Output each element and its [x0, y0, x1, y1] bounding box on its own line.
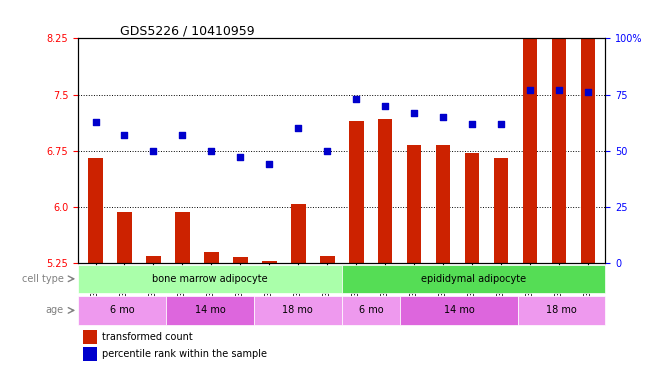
Text: epididymal adipocyte: epididymal adipocyte — [421, 274, 526, 284]
Text: percentile rank within the sample: percentile rank within the sample — [102, 349, 267, 359]
Point — [438, 114, 449, 120]
Point — [119, 132, 130, 138]
Point — [148, 147, 159, 154]
FancyBboxPatch shape — [342, 296, 400, 324]
Bar — [581, 35, 595, 384]
Bar — [378, 119, 393, 384]
Point — [264, 161, 275, 167]
Bar — [494, 158, 508, 384]
Point — [90, 118, 101, 124]
FancyBboxPatch shape — [342, 265, 605, 293]
Bar — [349, 121, 363, 384]
Point — [409, 109, 419, 116]
Bar — [523, 16, 537, 384]
Text: 14 mo: 14 mo — [443, 305, 475, 315]
Point — [554, 87, 564, 93]
Bar — [262, 261, 277, 384]
Bar — [204, 252, 219, 384]
Text: cell type: cell type — [21, 274, 63, 284]
Bar — [146, 255, 161, 384]
Text: transformed count: transformed count — [102, 332, 193, 342]
Text: 18 mo: 18 mo — [546, 305, 577, 315]
Bar — [436, 146, 450, 384]
Text: 6 mo: 6 mo — [110, 305, 134, 315]
FancyBboxPatch shape — [78, 296, 166, 324]
Point — [351, 96, 361, 102]
Bar — [320, 255, 335, 384]
Bar — [83, 330, 96, 344]
Text: 14 mo: 14 mo — [195, 305, 225, 315]
Text: bone marrow adipocyte: bone marrow adipocyte — [152, 274, 268, 284]
Bar — [407, 146, 421, 384]
Point — [177, 132, 187, 138]
Point — [235, 154, 245, 161]
Text: age: age — [46, 305, 63, 315]
Bar — [175, 212, 189, 384]
Point — [206, 147, 217, 154]
Point — [525, 87, 535, 93]
Point — [380, 103, 391, 109]
Bar — [552, 31, 566, 384]
Bar — [291, 204, 305, 384]
FancyBboxPatch shape — [78, 265, 342, 293]
Bar — [233, 257, 247, 384]
FancyBboxPatch shape — [166, 296, 254, 324]
Bar — [117, 212, 132, 384]
Bar — [465, 153, 479, 384]
Point — [293, 125, 303, 131]
FancyBboxPatch shape — [518, 296, 605, 324]
Bar — [83, 348, 96, 361]
FancyBboxPatch shape — [254, 296, 342, 324]
Point — [467, 121, 477, 127]
Text: GDS5226 / 10410959: GDS5226 / 10410959 — [120, 24, 255, 37]
FancyBboxPatch shape — [400, 296, 518, 324]
Bar — [89, 158, 103, 384]
Point — [496, 121, 506, 127]
Text: 6 mo: 6 mo — [359, 305, 383, 315]
Point — [322, 147, 333, 154]
Text: 18 mo: 18 mo — [283, 305, 313, 315]
Point — [583, 89, 593, 95]
